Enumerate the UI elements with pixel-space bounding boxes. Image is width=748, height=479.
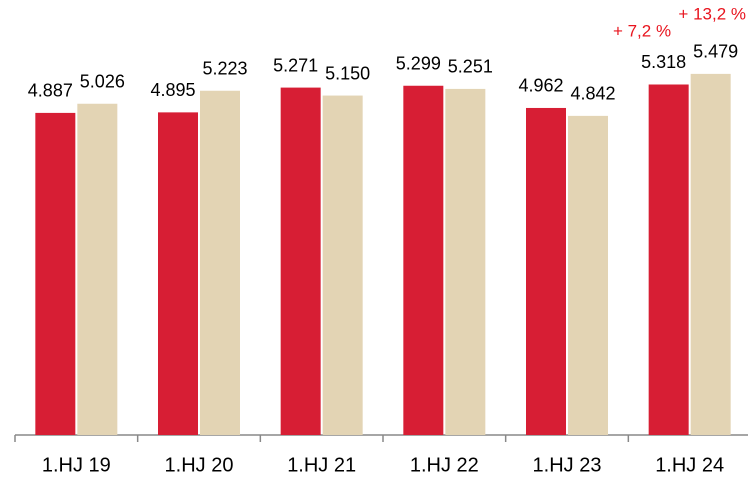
x-tick-label: 1.HJ 21: [287, 454, 356, 476]
bar: [445, 88, 486, 435]
bar: [200, 90, 240, 435]
value-label: 5.026: [80, 71, 125, 91]
value-label: 5.318: [641, 52, 686, 72]
value-label: 4.895: [150, 80, 195, 100]
value-label: 5.223: [202, 59, 247, 79]
value-label: 4.962: [518, 76, 563, 96]
x-tick-label: 1.HJ 19: [42, 454, 111, 476]
value-label: 5.479: [693, 42, 738, 62]
value-label: 4.887: [28, 81, 73, 101]
bar: [690, 73, 731, 435]
value-label: 5.251: [448, 57, 493, 77]
value-label: 5.271: [273, 55, 318, 75]
bar: [322, 95, 363, 436]
bar: [403, 85, 444, 435]
bar: [648, 84, 689, 435]
bar: [568, 115, 608, 436]
bar: [77, 103, 118, 435]
annotation: + 7,2 %: [613, 21, 671, 40]
bar: [35, 112, 76, 435]
bar: [158, 112, 198, 435]
value-label: 4.842: [570, 84, 615, 104]
bar: [280, 87, 321, 435]
x-tick-label: 1.HJ 20: [165, 454, 234, 476]
x-tick-label: 1.HJ 24: [655, 454, 724, 476]
annotation: + 13,2 %: [678, 4, 746, 23]
value-label: 5.150: [325, 63, 370, 83]
value-label: 5.299: [396, 53, 441, 73]
x-tick-label: 1.HJ 23: [533, 454, 602, 476]
bar: [526, 107, 566, 435]
x-tick-label: 1.HJ 22: [410, 454, 479, 476]
